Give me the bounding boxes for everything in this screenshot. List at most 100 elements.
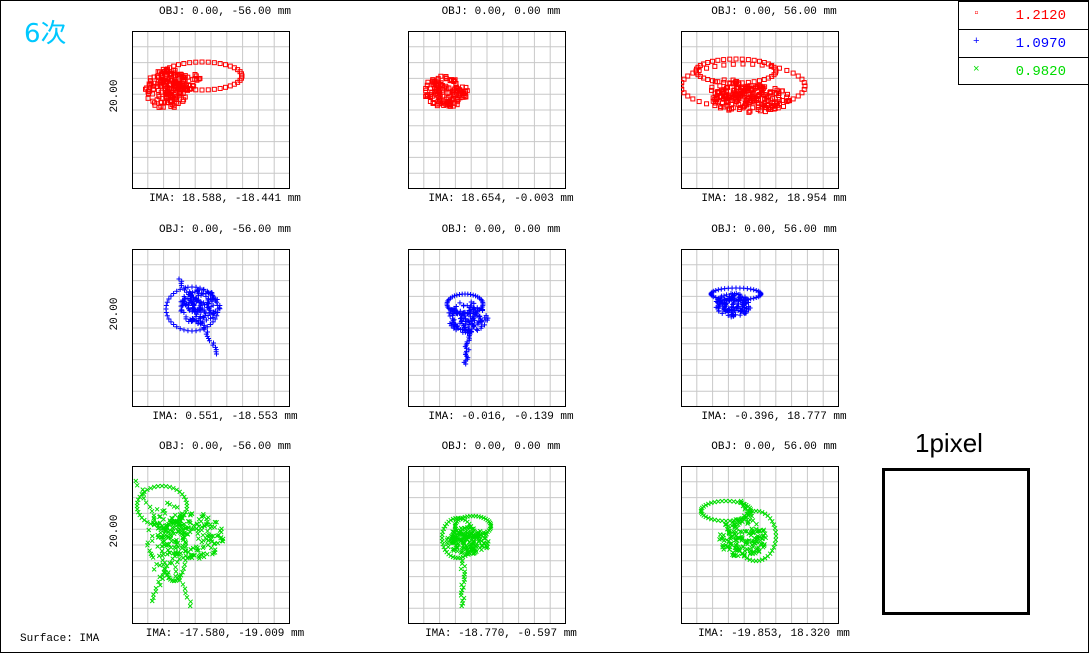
spot-marker [734,541,740,547]
spot-marker [726,529,732,535]
spot-marker [737,104,743,110]
spot-marker [159,534,164,540]
spot-marker [207,322,213,328]
plot-frame [681,31,839,189]
spot-marker [180,298,186,304]
spot-marker [465,330,471,336]
spot-marker [182,285,188,291]
spot-marker [722,522,728,527]
spot-marker [715,89,721,95]
spot-marker [742,528,748,534]
spot-marker [723,518,729,524]
spot-marker [203,317,209,323]
plot-frame [132,249,290,407]
ima-label: IMA: -17.580, -19.009 mm [145,628,305,640]
obj-label: OBJ: 0.00, 56.00 mm [711,224,837,236]
spot-marker [772,525,778,531]
spot-marker [183,548,189,554]
spot-marker [187,603,193,609]
spot-marker [141,491,146,497]
spot-marker [454,95,460,101]
spot-marker [178,283,184,289]
spot-marker [451,317,457,323]
spot-marker [457,88,463,94]
ima-label: IMA: -18.770, -0.597 mm [425,628,577,640]
spot-marker [457,320,463,326]
spot-marker [730,61,736,67]
spot-marker [154,506,160,512]
spot-marker [149,533,155,539]
spot-marker [174,487,180,493]
spot-marker [201,327,207,333]
obj-label: OBJ: 0.00, 56.00 mm [711,6,837,18]
spot-marker [179,303,185,309]
spot-marker [474,327,480,333]
spot-marker [765,97,771,103]
spot-marker [146,82,152,88]
spot-marker [141,495,147,501]
spot-marker [448,517,454,523]
spot-marker [451,92,457,98]
spot-marker [424,82,430,88]
spot-marker [482,322,488,328]
spot-marker [759,536,765,542]
spot-marker [441,544,447,550]
spot-marker [157,520,163,526]
spot-marker [210,342,216,348]
spot-marker [473,309,479,315]
spot-marker [454,310,460,316]
spot-marker [460,600,466,606]
spot-marker [187,86,193,92]
spot-marker [470,310,476,316]
spot-marker [206,338,212,344]
spot-marker [720,305,726,311]
spot-marker [180,527,185,533]
spot-marker [438,81,444,87]
spot-marker [769,548,775,554]
spot-marker [174,324,180,330]
spot-marker [712,96,718,102]
spot-marker [200,538,206,543]
spot-marker [715,499,721,504]
spot-marker [731,293,737,299]
ima-label: IMA: -19.853, 18.320 mm [698,628,850,640]
spot-marker [210,319,216,325]
spot-marker [773,529,779,535]
spot-marker [203,331,209,337]
spot-marker [151,522,157,528]
spot-marker [177,556,182,562]
spot-marker [715,299,721,305]
scale-label: 20.00 [109,297,121,331]
spot-marker [156,87,162,93]
spot-marker [747,517,753,523]
spot-marker [735,522,741,528]
spot-marker [177,577,182,583]
spot-marker [704,65,710,71]
spot-marker [208,537,214,542]
spot-marker [166,575,171,581]
spot-marker [446,310,452,316]
spot-marker [727,541,733,547]
spot-marker [484,317,490,323]
spot-marker [462,324,468,330]
spot-marker [204,288,210,294]
spot-marker [727,518,733,524]
spot-marker [703,502,709,508]
spot-cell-r1-c2: OBJ: 0.00, 56.00 mm IMA: -0.396, 18.777 … [654,222,954,432]
spot-marker [160,573,166,578]
spot-marker [183,526,189,531]
spot-marker [174,505,180,510]
spot-marker [144,519,150,525]
spot-marker [681,83,684,89]
spot-marker [723,96,729,102]
spot-marker [210,309,216,315]
spot-marker [159,553,165,559]
spot-marker [208,315,214,321]
spot-marker [742,100,748,106]
spot-marker [719,498,725,504]
spot-marker [223,84,229,90]
spot-marker [194,311,200,317]
spot-marker [156,579,161,585]
spot-marker [761,91,767,97]
